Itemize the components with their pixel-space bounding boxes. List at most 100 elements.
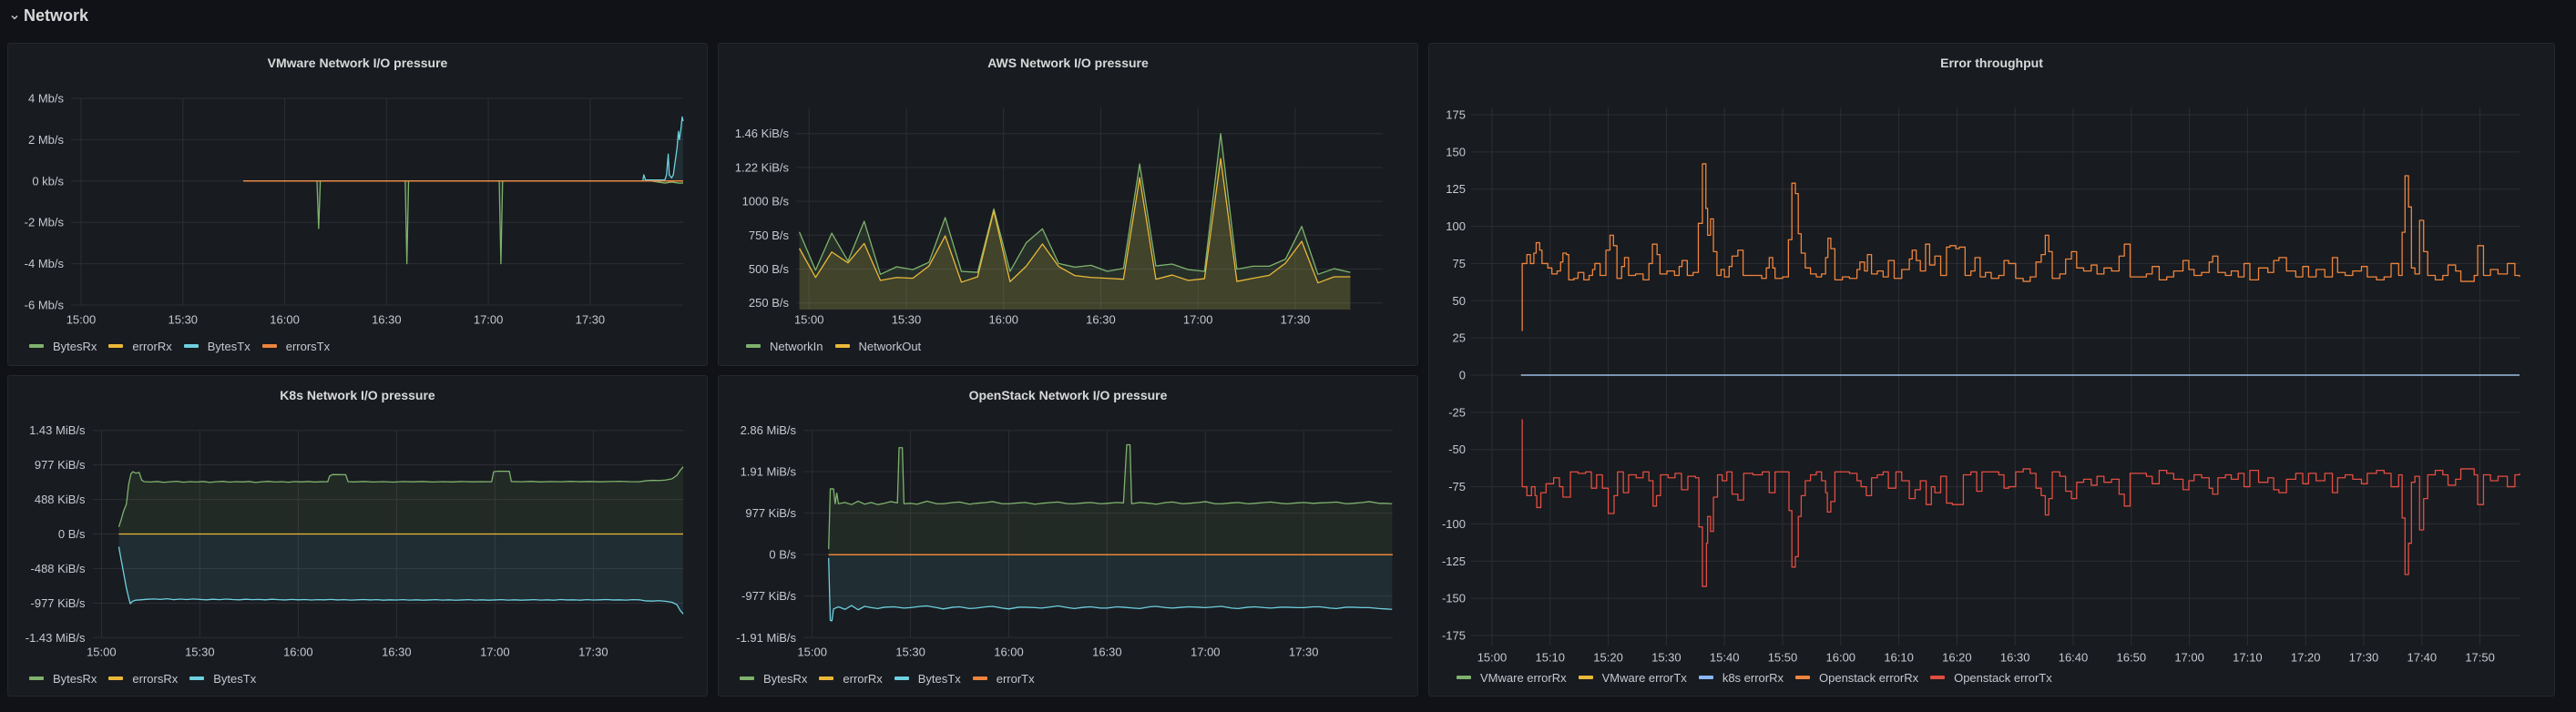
legend: BytesRx errorsRx BytesTx [29, 671, 268, 686]
legend-item-vmware-errortx[interactable]: VMware errorTx [1578, 670, 1687, 685]
y-tick-label: -488 KiB/s [31, 562, 86, 575]
x-tick-label: 15:30 [169, 313, 199, 327]
x-tick-label: 17:50 [2465, 651, 2495, 665]
series-line-openstack-errorrx[interactable] [1521, 163, 2520, 331]
y-tick-label: 250 B/s [749, 296, 790, 310]
x-tick-label: 15:30 [185, 646, 215, 659]
panel-vmware-network-io[interactable]: VMware Network I/O pressure 4 Mb/s 2 Mb/s… [7, 43, 708, 366]
series-area-networkout [799, 158, 1351, 310]
y-tick-label: 2 Mb/s [28, 133, 65, 147]
y-tick-label: -1.91 MiB/s [736, 631, 796, 645]
row-header-network[interactable]: Network [9, 5, 88, 26]
legend-item-bytesrx[interactable]: BytesRx [29, 340, 97, 353]
y-tick-label: -175 [1442, 629, 1466, 643]
y-tick-label: 150 [1446, 145, 1466, 158]
x-tick-label: 15:30 [1651, 651, 1682, 665]
legend-item-bytesrx[interactable]: BytesRx [29, 672, 97, 686]
series-area-bytestx [118, 534, 683, 615]
legend-label: VMware errorTx [1601, 670, 1687, 685]
series-area-bytestx [243, 117, 683, 181]
row-title: Network [24, 5, 89, 25]
legend-swatch [29, 676, 44, 680]
panel-k8s-network-io[interactable]: K8s Network I/O pressure 1.43 MiB/s 977 K… [7, 375, 708, 697]
panel-title[interactable]: VMware Network I/O pressure [267, 56, 448, 70]
y-tick-label: 0 kb/s [32, 174, 64, 188]
x-tick-label: 16:30 [382, 646, 412, 659]
series-line-bytesrx[interactable] [243, 180, 683, 265]
x-tick-label: 15:20 [1593, 651, 1623, 665]
chart-error-throughput: 175 150 125 100 75 50 25 0 -25 -50 -75 -100 -125 -150… [1442, 107, 2520, 665]
legend-item-networkout[interactable]: NetworkOut [834, 340, 921, 353]
legend-item-openstack-errorrx[interactable]: Openstack errorRx [1795, 671, 1918, 685]
legend-item-bytestx[interactable]: BytesTx [183, 340, 250, 353]
series-line-openstack-errortx[interactable] [1521, 419, 2520, 587]
legend-item-networkin[interactable]: NetworkIn [746, 340, 823, 353]
panel-aws-network-io[interactable]: AWS Network I/O pressure 1.46 KiB/s 1.22 … [718, 43, 1418, 366]
x-tick-label: 17:00 [1191, 646, 1221, 659]
legend-swatch [746, 344, 761, 348]
series-line-bytestx[interactable] [118, 546, 684, 615]
y-tick-label: -150 [1442, 592, 1466, 605]
y-tick-label: 1000 B/s [742, 195, 790, 209]
x-tick-label: 16:00 [283, 646, 313, 659]
series-line-bytestx[interactable] [828, 557, 1393, 622]
y-tick-label: 0 B/s [769, 548, 796, 562]
y-tick-label: 25 [1453, 331, 1466, 345]
legend-swatch [1795, 676, 1810, 679]
x-tick-label: 17:30 [1281, 313, 1311, 327]
legend-item-errorrx[interactable]: errorRx [108, 340, 172, 353]
x-tick-label: 17:30 [576, 313, 606, 327]
series-line-bytesrx[interactable] [118, 466, 684, 527]
y-tick-label: -100 [1442, 517, 1466, 531]
legend-swatch [108, 676, 124, 680]
legend-item-vmware-errorrx[interactable]: VMware errorRx [1457, 671, 1567, 685]
legend-label: Openstack errorTx [1954, 670, 2052, 685]
panel-title[interactable]: AWS Network I/O pressure [987, 56, 1149, 70]
x-tick-label: 17:00 [1183, 313, 1213, 327]
y-tick-label: 1.43 MiB/s [29, 423, 86, 437]
legend-item-errorrx[interactable]: errorRx [819, 672, 883, 686]
legend-label: errorsTx [285, 339, 331, 353]
chevron-down-icon[interactable] [9, 12, 20, 23]
legend-item-errorsrx[interactable]: errorsRx [108, 672, 178, 686]
series-line-networkout[interactable] [798, 158, 1351, 284]
y-tick-label: 0 [1459, 369, 1466, 382]
legend: NetworkIn NetworkOut [746, 339, 933, 353]
y-tick-label: 500 B/s [749, 262, 790, 276]
series-line-bytestx[interactable] [243, 116, 684, 182]
panel-openstack-network-io[interactable]: OpenStack Network I/O pressure 2.86 MiB/… [718, 375, 1418, 697]
legend-item-errortx[interactable]: errorTx [972, 672, 1035, 686]
grid [71, 97, 683, 306]
legend-swatch [189, 676, 205, 680]
x-tick-label: 15:00 [797, 646, 827, 659]
panel-error-throughput[interactable]: Error throughput 175 150 125 100 75 50 25 0 -25 -… [1428, 43, 2555, 697]
panel-title[interactable]: OpenStack Network I/O pressure [968, 388, 1168, 402]
legend-item-k8s-errorrx[interactable]: k8s errorRx [1698, 671, 1784, 685]
legend-swatch [894, 676, 909, 680]
x-tick-label: 16:30 [1086, 313, 1116, 327]
legend-item-bytestx[interactable]: BytesTx [189, 672, 256, 686]
legend-swatch [1578, 676, 1593, 679]
series-line-bytesrx[interactable] [828, 443, 1393, 550]
legend-label: BytesRx [763, 671, 808, 686]
y-tick-label: -25 [1448, 405, 1466, 419]
panel-title[interactable]: K8s Network I/O pressure [280, 388, 435, 402]
grid [1471, 107, 2520, 646]
legend-swatch [834, 344, 850, 348]
panel-title[interactable]: Error throughput [1940, 56, 2043, 70]
x-tick-label: 15:40 [1710, 651, 1740, 665]
legend-item-bytestx[interactable]: BytesTx [894, 672, 961, 686]
chart-aws-network-io: 1.46 KiB/s 1.22 KiB/s 1000 B/s 750 B/s 500 B… [735, 107, 1383, 327]
x-tick-label: 15:00 [87, 646, 117, 659]
legend-item-bytesrx[interactable]: BytesRx [740, 672, 807, 686]
y-tick-label: -1.43 MiB/s [26, 631, 86, 645]
legend-item-errorstx[interactable]: errorsTx [261, 339, 331, 353]
series-area-bytestx [828, 554, 1393, 621]
legend-label: NetworkIn [770, 339, 823, 353]
y-tick-label: 4 Mb/s [28, 92, 65, 106]
legend-swatch [972, 676, 987, 680]
x-tick-label: 15:30 [892, 313, 922, 327]
legend-item-openstack-errortx[interactable]: Openstack errorTx [1930, 671, 2052, 685]
series-line-networkin[interactable] [798, 133, 1351, 275]
y-tick-label: -125 [1442, 554, 1466, 568]
